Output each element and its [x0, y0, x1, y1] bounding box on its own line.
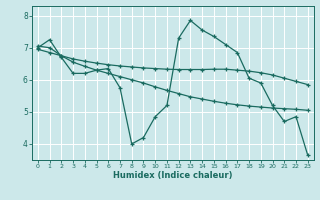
X-axis label: Humidex (Indice chaleur): Humidex (Indice chaleur) — [113, 171, 233, 180]
